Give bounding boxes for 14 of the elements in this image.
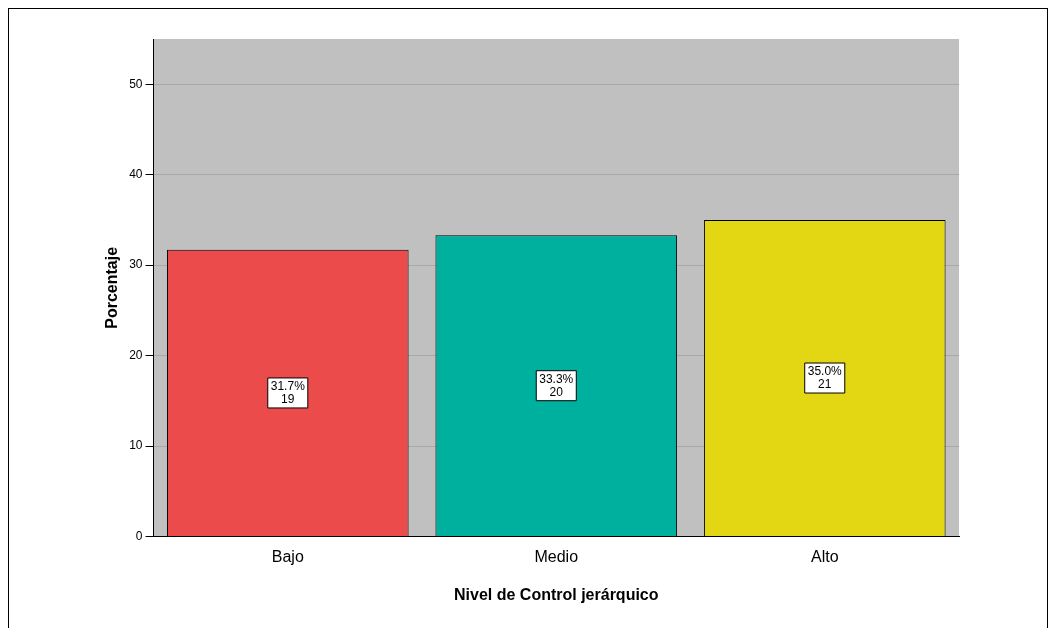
y-tick-label: 40 bbox=[129, 167, 143, 182]
x-tick-label: Alto bbox=[810, 547, 839, 565]
x-tick-label: Bajo bbox=[271, 547, 304, 565]
x-axis-title: Nivel de Control jerárquico bbox=[454, 585, 659, 603]
y-tick-label: 30 bbox=[129, 257, 143, 272]
y-tick-label: 10 bbox=[129, 438, 143, 453]
y-tick-label: 0 bbox=[135, 528, 143, 543]
data-label: 33.3% 20 bbox=[539, 371, 574, 399]
data-label: 35.0% 21 bbox=[807, 363, 843, 391]
x-tick-label: Medio bbox=[534, 547, 579, 565]
y-tick-label: 50 bbox=[129, 76, 143, 91]
y-tick-label: 20 bbox=[129, 347, 143, 362]
y-axis-title: Porcentaje bbox=[103, 246, 121, 329]
data-label: 31.7% 19 bbox=[270, 378, 306, 406]
